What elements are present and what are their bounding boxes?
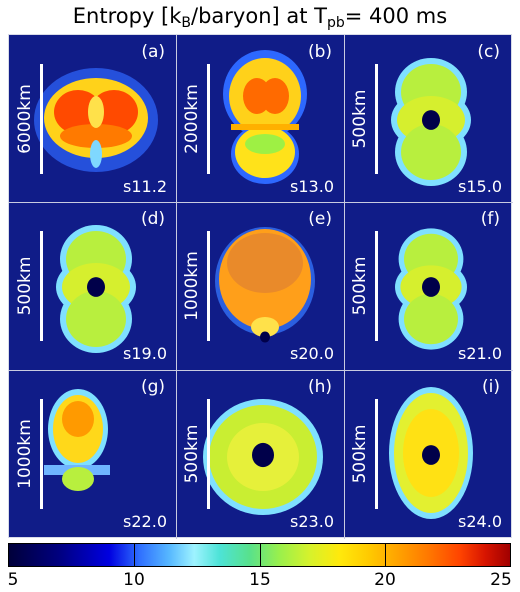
entropy-panel: 500km (h) s23.0 bbox=[177, 371, 344, 538]
scale-label: 500km bbox=[350, 89, 370, 149]
scale-bar bbox=[40, 64, 43, 174]
grid-divider bbox=[344, 35, 345, 539]
entropy-panel: 500km (f) s21.0 bbox=[345, 203, 512, 370]
entropy-panel: 500km (d) s19.0 bbox=[10, 203, 177, 370]
scale-label: 500km bbox=[350, 424, 370, 484]
panel-label: (h) bbox=[307, 377, 332, 397]
model-label: s23.0 bbox=[290, 512, 334, 531]
scale-label: 500km bbox=[182, 424, 202, 484]
entropy-panel: 1000km (e) s20.0 bbox=[177, 203, 344, 370]
title-sub-b: B bbox=[181, 15, 192, 31]
entropy-map bbox=[389, 387, 473, 519]
panel-label: (c) bbox=[477, 42, 500, 62]
panel-grid: 6000km (a) s11.2 2000km (b) s13.0 500km (c) s15.… bbox=[8, 34, 513, 539]
colorbar-tick bbox=[260, 543, 261, 567]
colorbar bbox=[8, 543, 511, 567]
entropy-panel: 500km (c) s15.0 bbox=[345, 36, 512, 203]
panel-label: (b) bbox=[307, 42, 332, 62]
entropy-panel: 500km (i) s24.0 bbox=[345, 371, 512, 538]
colorbar-tick bbox=[385, 543, 386, 567]
model-label: s15.0 bbox=[458, 177, 502, 196]
scale-bar bbox=[375, 231, 378, 341]
entropy-panel: 6000km (a) s11.2 bbox=[10, 36, 177, 203]
colorbar-tick-label: 25 bbox=[490, 570, 512, 590]
model-label: s19.0 bbox=[123, 344, 167, 363]
entropy-map bbox=[56, 225, 136, 353]
grid-divider bbox=[9, 202, 513, 203]
title-middle: /baryon] at T bbox=[191, 4, 327, 28]
scale-bar bbox=[207, 231, 210, 341]
scale-label: 1000km bbox=[182, 251, 202, 321]
scale-label: 500km bbox=[15, 256, 35, 316]
panel-label: (f) bbox=[480, 209, 500, 229]
title-sub-pb: pb bbox=[326, 15, 345, 31]
scale-label: 1000km bbox=[15, 419, 35, 489]
figure-title: Entropy [kB/baryon] at Tpb= 400 ms bbox=[0, 2, 520, 31]
model-label: s22.0 bbox=[123, 512, 167, 531]
scale-bar bbox=[40, 231, 43, 341]
panel-label: (i) bbox=[482, 377, 500, 397]
scale-bar bbox=[375, 399, 378, 509]
model-label: s11.2 bbox=[123, 177, 167, 196]
entropy-panel: 2000km (b) s13.0 bbox=[177, 36, 344, 203]
title-suffix: = 400 ms bbox=[344, 4, 448, 28]
panel-label: (g) bbox=[140, 377, 165, 397]
entropy-map bbox=[223, 50, 307, 184]
panel-label: (e) bbox=[308, 209, 332, 229]
colorbar-tick-label: 20 bbox=[374, 570, 396, 590]
model-label: s13.0 bbox=[290, 177, 334, 196]
scale-label: 2000km bbox=[182, 84, 202, 154]
entropy-map bbox=[34, 68, 158, 172]
panel-label: (d) bbox=[140, 209, 165, 229]
entropy-map bbox=[203, 399, 323, 515]
entropy-panel: 1000km (g) s22.0 bbox=[10, 371, 177, 538]
scale-bar bbox=[375, 64, 378, 174]
scale-label: 500km bbox=[350, 256, 370, 316]
model-label: s20.0 bbox=[290, 344, 334, 363]
grid-divider bbox=[9, 370, 513, 371]
model-label: s21.0 bbox=[458, 344, 502, 363]
model-label: s24.0 bbox=[458, 512, 502, 531]
scale-bar bbox=[207, 399, 210, 509]
grid-divider bbox=[176, 35, 177, 539]
colorbar-tick-label: 10 bbox=[123, 570, 145, 590]
colorbar-tick-label: 5 bbox=[7, 570, 19, 590]
entropy-map bbox=[44, 389, 110, 491]
scale-label: 6000km bbox=[15, 84, 35, 154]
entropy-map bbox=[215, 227, 315, 343]
panel-label: (a) bbox=[141, 42, 165, 62]
colorbar-tick-label: 15 bbox=[249, 570, 271, 590]
entropy-map bbox=[391, 58, 471, 186]
title-prefix: Entropy [k bbox=[72, 4, 182, 28]
scale-bar bbox=[207, 64, 210, 174]
entropy-map bbox=[395, 228, 467, 350]
scale-bar bbox=[40, 399, 43, 509]
colorbar-tick bbox=[134, 543, 135, 567]
